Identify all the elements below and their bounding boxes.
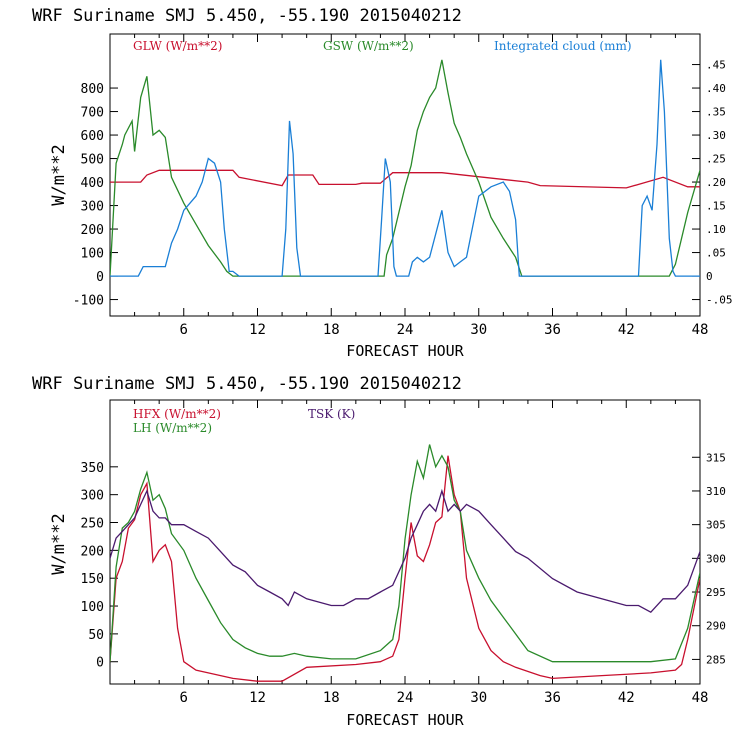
series-line-integrated [110, 59, 700, 277]
x-tick-label: 18 [323, 690, 340, 706]
x-tick-label: 24 [397, 690, 414, 706]
y2-tick-label: .20 [706, 176, 726, 189]
y-tick-label: 500 [81, 153, 104, 168]
y2-tick-label: .30 [706, 129, 726, 142]
x-tick-label: 42 [618, 690, 635, 706]
y-tick-label: 0 [96, 270, 104, 285]
legend-gsw: GSW (W/m**2) [323, 39, 414, 53]
y-tick-label: 200 [81, 544, 104, 559]
y2-tick-label: 310 [706, 485, 726, 498]
chart-1: WRF Suriname SMJ 5.450, -55.190 20150402… [32, 6, 733, 360]
y-tick-label: 50 [88, 628, 104, 643]
y2-tick-label: 0 [706, 270, 713, 283]
y2-tick-label: .10 [706, 223, 726, 236]
y2-tick-label: 315 [706, 451, 726, 464]
y-tick-label: 300 [81, 200, 104, 215]
chart-2: WRF Suriname SMJ 5.450, -55.190 20150402… [32, 374, 726, 729]
x-tick-label: 18 [323, 322, 340, 338]
series-line-gsw [110, 59, 700, 277]
y-tick-label: 700 [81, 106, 104, 121]
x-tick-label: 24 [397, 322, 414, 338]
legend-hfx: HFX (W/m**2) [133, 407, 221, 421]
series-line-hfx [110, 455, 700, 682]
legend-integrated: Integrated cloud (mm) [494, 39, 632, 53]
y-axis-label: W/m**2 [49, 513, 69, 574]
x-tick-label: 30 [470, 322, 487, 338]
series-line-glw [110, 169, 700, 189]
legend-glw: GLW (W/m**2) [133, 39, 222, 53]
y2-tick-label: -.05 [706, 294, 733, 307]
chart-title: WRF Suriname SMJ 5.450, -55.190 20150402… [32, 6, 462, 26]
series-line-tsk [110, 488, 700, 614]
y2-tick-label: .40 [706, 82, 726, 95]
y2-tick-label: 295 [706, 586, 726, 599]
x-tick-label: 30 [470, 690, 487, 706]
x-tick-label: 36 [544, 322, 561, 338]
y2-tick-label: .05 [706, 247, 726, 260]
y-tick-label: 400 [81, 176, 104, 191]
y-tick-label: 150 [81, 572, 104, 587]
y2-tick-label: 290 [706, 620, 726, 633]
x-axis-label: FORECAST HOUR [346, 711, 464, 729]
y-tick-label: 0 [96, 656, 104, 671]
y2-tick-label: 300 [706, 552, 726, 565]
y-tick-label: 200 [81, 223, 104, 238]
y-tick-label: 100 [81, 600, 104, 615]
x-tick-label: 42 [618, 322, 635, 338]
y2-tick-label: .15 [706, 200, 726, 213]
x-tick-label: 12 [249, 690, 266, 706]
legend-lh: LH (W/m**2) [133, 421, 212, 435]
legend-tsk: TSK (K) [308, 407, 355, 421]
x-tick-label: 36 [544, 690, 561, 706]
y2-tick-label: .25 [706, 153, 726, 166]
y-tick-label: 600 [81, 129, 104, 144]
y-tick-label: -100 [73, 294, 104, 309]
x-tick-label: 6 [180, 690, 188, 706]
series-line-lh [110, 444, 700, 663]
x-axis-label: FORECAST HOUR [346, 342, 464, 360]
chart-title: WRF Suriname SMJ 5.450, -55.190 20150402… [32, 374, 462, 394]
plot-frame [109, 33, 701, 317]
y-tick-label: 300 [81, 489, 104, 504]
x-tick-label: 48 [692, 322, 709, 338]
y-tick-label: 350 [81, 461, 104, 476]
y2-tick-label: 305 [706, 519, 726, 532]
y2-tick-label: .45 [706, 59, 726, 72]
y2-tick-label: 285 [706, 653, 726, 666]
y-axis-label: W/m**2 [49, 144, 69, 205]
x-tick-label: 6 [180, 322, 188, 338]
y2-tick-label: .35 [706, 106, 726, 119]
y-tick-label: 800 [81, 82, 104, 97]
y-tick-label: 100 [81, 247, 104, 262]
y-tick-label: 250 [81, 517, 104, 532]
x-tick-label: 12 [249, 322, 266, 338]
x-tick-label: 48 [692, 690, 709, 706]
